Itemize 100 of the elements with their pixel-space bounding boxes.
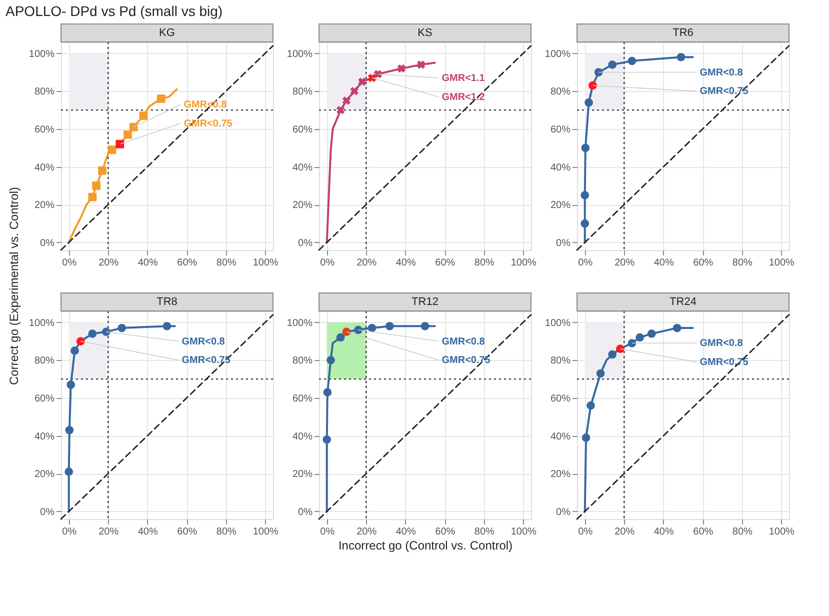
point [124,130,132,139]
annotation: GMR<0.75 [182,355,231,366]
x-tick-label: 20% [614,258,635,268]
text: APOLLO- DPd vs Pd (small vs big) [6,3,223,19]
y-tick-label: 100% [28,318,55,329]
point [65,426,74,434]
x-tick-label: 20% [98,258,119,268]
annotation: GMR<0.75 [442,355,491,366]
point [129,122,138,132]
point [616,344,624,353]
y-tick-label: 20% [34,200,55,212]
y-tick-label: 60% [292,124,313,136]
chart-title: KS [418,27,432,39]
point [350,87,358,96]
point [594,68,603,76]
x-tick-label: 0% [62,258,77,268]
x-tick-label: 0% [62,526,77,538]
annotation: GMR<0.8 [184,99,228,110]
x-tick-label: 100% [252,526,279,538]
y-tick-label: 40% [550,431,571,442]
x-tick-label: 100% [510,258,537,268]
annotation: GMR<1.1 [442,72,486,84]
annotation: GMR<0.75 [184,118,233,130]
y-tick-label: 80% [550,86,571,98]
y-tick-label: 40% [292,431,313,442]
x-tick-label: 80% [474,526,495,538]
y-tick-label: 40% [34,431,55,442]
x-tick-label: 20% [614,526,635,538]
annotation: GMR<0.8 [700,338,744,350]
chart-title: KG [159,27,175,39]
y-tick-label: 60% [550,124,571,136]
point [64,468,74,476]
point [672,324,682,332]
annotation: GMR<0.75 [700,357,749,368]
point [358,78,366,86]
x-tick-label: 60% [177,526,198,538]
point [88,330,97,338]
y-tick-label: 80% [292,356,313,367]
point [608,60,617,69]
x-tick-label: 80% [216,526,237,538]
x-tick-label: 60% [435,258,456,268]
point [116,140,124,148]
line-series [68,88,178,244]
y-tick-label: 80% [292,86,313,98]
x-tick-label: 100% [252,258,279,268]
x-tick-label: 80% [216,258,237,268]
point [162,322,172,330]
y-tick-label: 40% [34,162,55,174]
chart-title: TR24 [670,296,696,308]
x-tick-label: 100% [768,258,795,268]
point [323,388,332,396]
x-tick-label: 40% [396,526,416,538]
annotation: GMR<1.2 [442,92,486,103]
y-tick-label: 100% [286,318,313,329]
y-tick-label: 100% [286,48,313,60]
x-tick-label: 80% [732,258,753,268]
point [342,96,351,105]
x-tick-label: 40% [138,258,158,268]
y-tick-label: 0% [298,506,313,518]
point [326,356,335,364]
y-tick-label: 0% [556,238,571,249]
y-tick-label: 80% [34,86,55,98]
y-tick-label: 100% [28,48,55,60]
line-series [326,62,436,244]
x-tick-label: 60% [693,526,714,538]
x-tick-label: 40% [138,526,158,538]
point [336,106,345,114]
point [342,328,351,336]
point [374,70,382,78]
y-tick-label: 80% [550,356,571,367]
annotation: GMR<0.75 [700,86,749,98]
point [676,52,686,62]
x-tick-label: 60% [177,258,198,268]
y-tick-label: 60% [292,393,313,404]
point [581,144,590,152]
point [580,190,590,200]
point [108,146,116,154]
point [397,64,406,73]
y-tick-label: 40% [292,162,313,174]
point [584,98,593,107]
x-tick-label: 80% [474,258,495,268]
y-tick-label: 100% [544,48,571,60]
point [322,435,332,444]
point [608,350,617,359]
y-tick-label: 0% [40,506,55,518]
y-tick-label: 0% [40,238,55,249]
y-tick-label: 60% [34,124,55,136]
point [628,338,636,348]
x-tick-label: 20% [98,526,119,538]
point [92,182,101,190]
point [102,328,110,336]
x-tick-label: 100% [510,526,537,538]
point [588,81,597,90]
x-tick-label: 20% [356,258,377,268]
chart-title: TR12 [412,296,438,308]
point [420,322,430,330]
point [368,324,376,332]
point [636,333,644,342]
text: Correct go (Experimental vs. Control) [7,186,21,386]
annotation: GMR<0.8 [182,336,226,348]
